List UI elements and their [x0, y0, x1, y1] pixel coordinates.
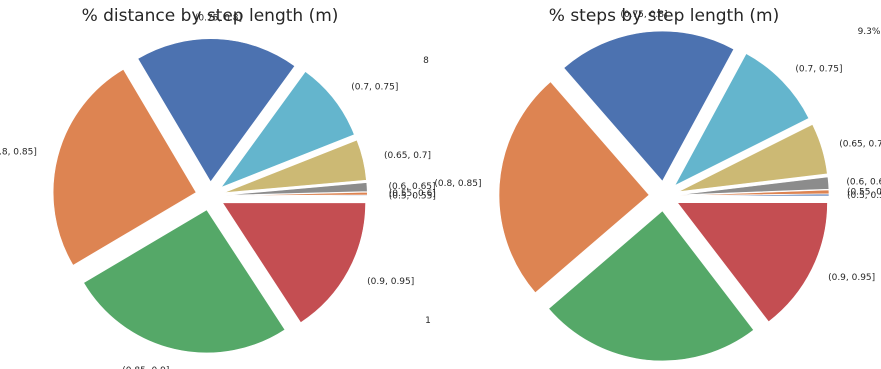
chart-title-steps: % steps by step length (m): [549, 6, 779, 26]
pie-slice: [676, 202, 828, 323]
pie-slice: [224, 191, 368, 197]
pie-slice-label: (0.75, 0.8]: [195, 13, 242, 23]
pie-slice: [220, 71, 355, 188]
pie-slice: [137, 38, 296, 183]
pie-slice: [223, 139, 367, 194]
pie-chart-steps: % steps by step length (m) (0.5, 0.55](0…: [434, 6, 881, 362]
pie-slice-label: (0.7, 0.75]: [795, 65, 842, 75]
pie-slice: [678, 176, 830, 196]
pie-slices-distance: [52, 38, 368, 354]
stray-label-steps-top: 9.3%: [858, 27, 881, 37]
pie-slice-label: (0.65, 0.7]: [839, 139, 881, 149]
chart-title-distance: % distance by step length (m): [82, 6, 339, 26]
pie-slice-label: (0.6, 0.65]: [846, 178, 881, 188]
pie-chart-distance: % distance by step length (m) (0.5, 0.55…: [0, 6, 436, 369]
pie-slice-label: (0.85, 0.9]: [122, 366, 169, 369]
pie-slice: [224, 182, 368, 196]
stray-label-distance-bottom: 1: [425, 316, 431, 326]
pie-slice-label: (0.6, 0.65]: [388, 182, 435, 192]
pie-slice-label: (0.5, 0.55]: [847, 191, 881, 201]
stray-label-distance-top: 8: [423, 56, 429, 66]
pie-slice-label: (0.8, 0.85]: [434, 179, 481, 189]
pie-slice-label: (0.55, 0.6]: [389, 189, 436, 199]
pie-slice: [678, 189, 830, 196]
pie-slice: [678, 124, 828, 192]
pie-slice-label: (0.55, 0.6]: [847, 187, 881, 197]
pie-slice: [222, 202, 366, 323]
pie-slice: [548, 210, 755, 362]
pie-slice-label: (0.65, 0.7]: [384, 151, 431, 161]
pie-slice: [674, 53, 810, 187]
pie-slice: [498, 81, 650, 294]
pie-slice: [83, 209, 286, 354]
pie-slice-label: (0.5, 0.55]: [389, 191, 436, 201]
pie-slice-label: (0.9, 0.95]: [828, 273, 875, 283]
pie-labels-steps: (0.5, 0.55](0.55, 0.6](0.6, 0.65] (0.65, …: [434, 10, 881, 283]
pie-slice-label: (0.7, 0.75]: [351, 82, 398, 92]
pie-slice-label: (0.75, 0.8]: [620, 10, 667, 20]
pie-slice-label: (0.9, 0.95]: [367, 277, 414, 287]
pie-slices-steps: [498, 30, 830, 362]
pie-labels-distance: (0.5, 0.55](0.55, 0.6](0.6, 0.65] (0.65, …: [0, 13, 436, 369]
pie-slice: [563, 30, 735, 182]
pie-slice: [52, 68, 197, 266]
pie-slice-label: (0.8, 0.85]: [0, 148, 37, 158]
